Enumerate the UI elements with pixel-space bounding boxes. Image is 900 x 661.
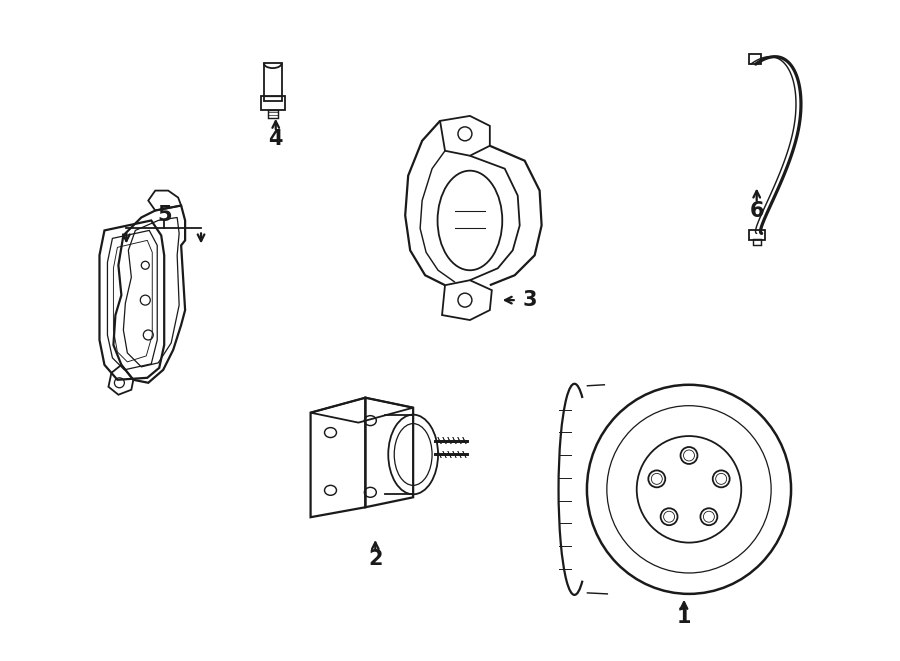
Bar — [268, 110, 278, 118]
Text: 1: 1 — [677, 607, 691, 627]
Text: 4: 4 — [268, 129, 283, 149]
Text: 2: 2 — [368, 549, 382, 569]
Text: 3: 3 — [522, 290, 537, 310]
Bar — [264, 63, 282, 101]
Text: 6: 6 — [750, 200, 764, 221]
Bar — [752, 239, 760, 245]
Bar — [749, 54, 760, 64]
Bar — [749, 231, 765, 241]
Text: 5: 5 — [157, 206, 172, 225]
